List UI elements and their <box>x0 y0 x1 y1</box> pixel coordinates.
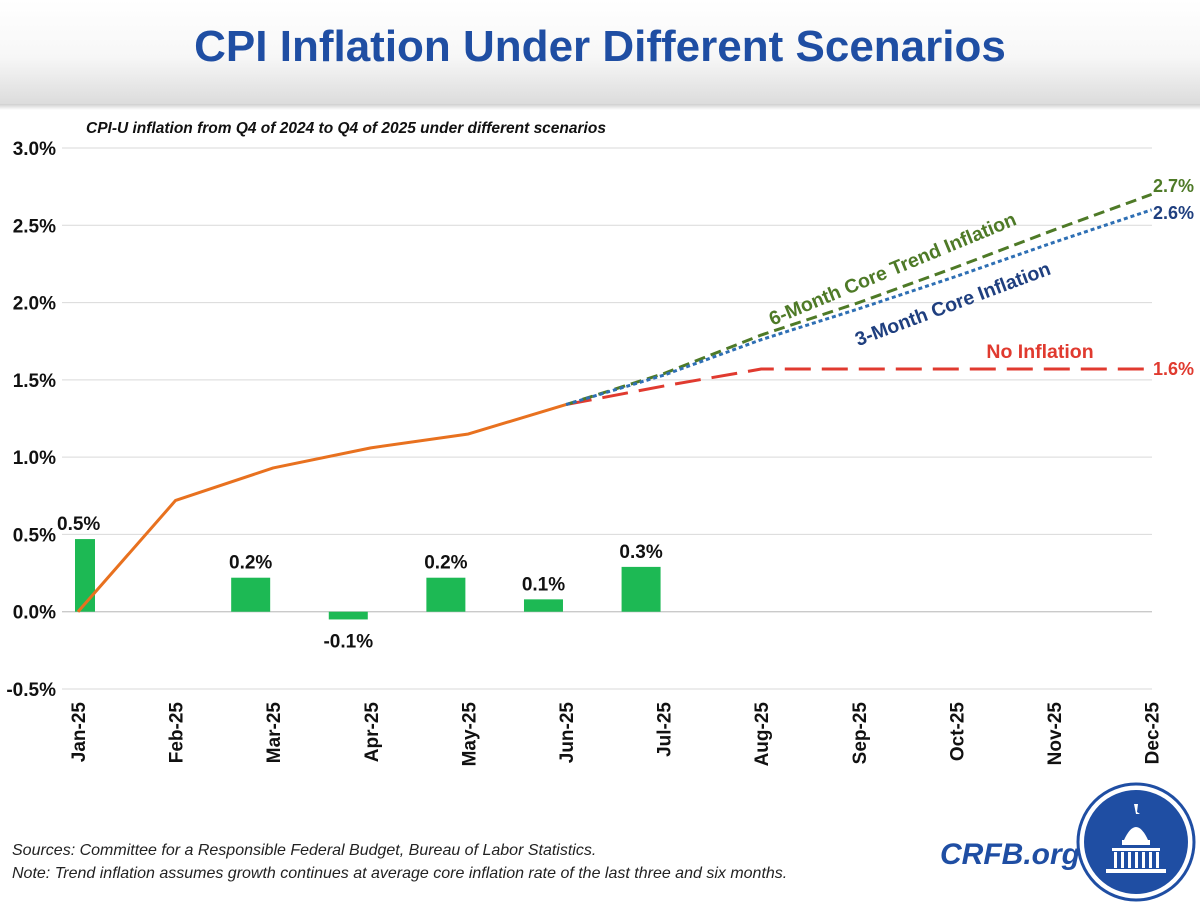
y-tick-label: 2.5% <box>13 216 56 237</box>
y-tick-label: 3.0% <box>13 139 56 160</box>
brand-link[interactable]: CRFB.org <box>940 838 1080 871</box>
x-tick-label: Sep-25 <box>850 702 871 765</box>
bar-Apr-25 <box>426 577 466 612</box>
x-tick-label: Oct-25 <box>947 702 968 762</box>
series-label-no-inflation: No Inflation <box>986 341 1093 363</box>
x-tick-label: May-25 <box>459 702 480 767</box>
end-label-no-inflation: 1.6% <box>1153 359 1194 379</box>
y-tick-label: 2.0% <box>13 294 56 315</box>
x-tick-label: Jul-25 <box>655 702 676 757</box>
y-tick-label: -0.5% <box>6 680 56 701</box>
x-tick-label: Apr-25 <box>362 702 383 763</box>
crfb-seal-logo <box>1076 782 1196 902</box>
x-tick-label: Mar-25 <box>264 702 285 764</box>
x-tick-label: Feb-25 <box>167 702 188 764</box>
series-lines <box>76 192 1153 613</box>
x-tick-label: Jun-25 <box>557 702 578 764</box>
header-shadow <box>0 104 1200 110</box>
x-tick-label: Aug-25 <box>752 702 773 767</box>
y-tick-label: 1.5% <box>13 371 56 392</box>
bar-May-25 <box>523 599 563 612</box>
header-band <box>0 0 1200 104</box>
x-axis-ticks: Jan-25 Feb-25 Mar-25 Apr-25 May-25 Jun-25 Jul-… <box>69 702 1164 767</box>
y-tick-label: 0.0% <box>13 603 56 624</box>
bar-Feb-25 <box>231 577 271 612</box>
bar-label: 0.1% <box>522 574 565 595</box>
bar-label: 0.2% <box>229 553 272 574</box>
line-no-inflation <box>565 367 1152 407</box>
bar-Jan-25 <box>75 539 95 612</box>
bar-label: 0.3% <box>619 542 662 563</box>
line-cumulative-inflation <box>76 403 567 613</box>
series-label-6-month: 6-Month Core Trend Inflation <box>766 209 1020 331</box>
bar-Mar-25 <box>328 611 368 620</box>
page-title: CPI Inflation Under Different Scenarios <box>194 22 1006 71</box>
chart-subtitle: CPI-U inflation from Q4 of 2024 to Q4 of… <box>86 120 606 137</box>
footer-note: Note: Trend inflation assumes growth con… <box>12 865 788 882</box>
monthly-bars: 0.5% 0.2% -0.1% 0.2% 0.1% 0.3% <box>57 514 663 653</box>
y-tick-label: 1.0% <box>13 448 56 469</box>
x-tick-label: Nov-25 <box>1045 702 1066 766</box>
bar-label: 0.5% <box>57 514 100 535</box>
end-label-6-month: 2.7% <box>1153 176 1194 196</box>
y-axis-ticks: 3.0% 2.5% 2.0% 1.5% 1.0% 0.5% 0.0% -0.5% <box>6 139 56 701</box>
line-6-month-core-trend-inflation <box>565 192 1153 407</box>
bar-label: -0.1% <box>323 632 373 653</box>
footer-sources: Sources: Committee for a Responsible Fed… <box>12 842 597 859</box>
x-tick-label: Dec-25 <box>1143 702 1164 765</box>
y-tick-label: 0.5% <box>13 525 56 546</box>
line-3-month-core-inflation <box>565 208 1153 407</box>
bar-label: 0.2% <box>424 553 467 574</box>
end-label-3-month: 2.6% <box>1153 203 1194 223</box>
bar-Jun-25 <box>621 566 661 612</box>
x-tick-label: Jan-25 <box>69 702 90 763</box>
